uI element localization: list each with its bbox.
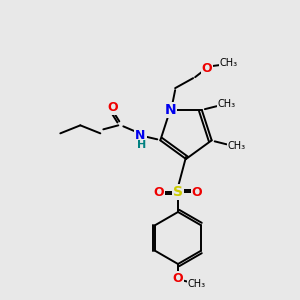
Text: S: S (173, 185, 183, 199)
Text: O: O (107, 101, 118, 114)
Text: CH₃: CH₃ (188, 279, 206, 289)
Text: N: N (135, 129, 146, 142)
Text: N: N (164, 103, 176, 117)
Text: O: O (192, 185, 202, 199)
Text: O: O (173, 272, 183, 284)
Text: CH₃: CH₃ (219, 58, 237, 68)
Text: CH₃: CH₃ (218, 99, 236, 109)
Text: O: O (154, 185, 164, 199)
Text: O: O (202, 62, 212, 75)
Text: CH₃: CH₃ (228, 141, 246, 151)
Text: H: H (137, 140, 146, 150)
